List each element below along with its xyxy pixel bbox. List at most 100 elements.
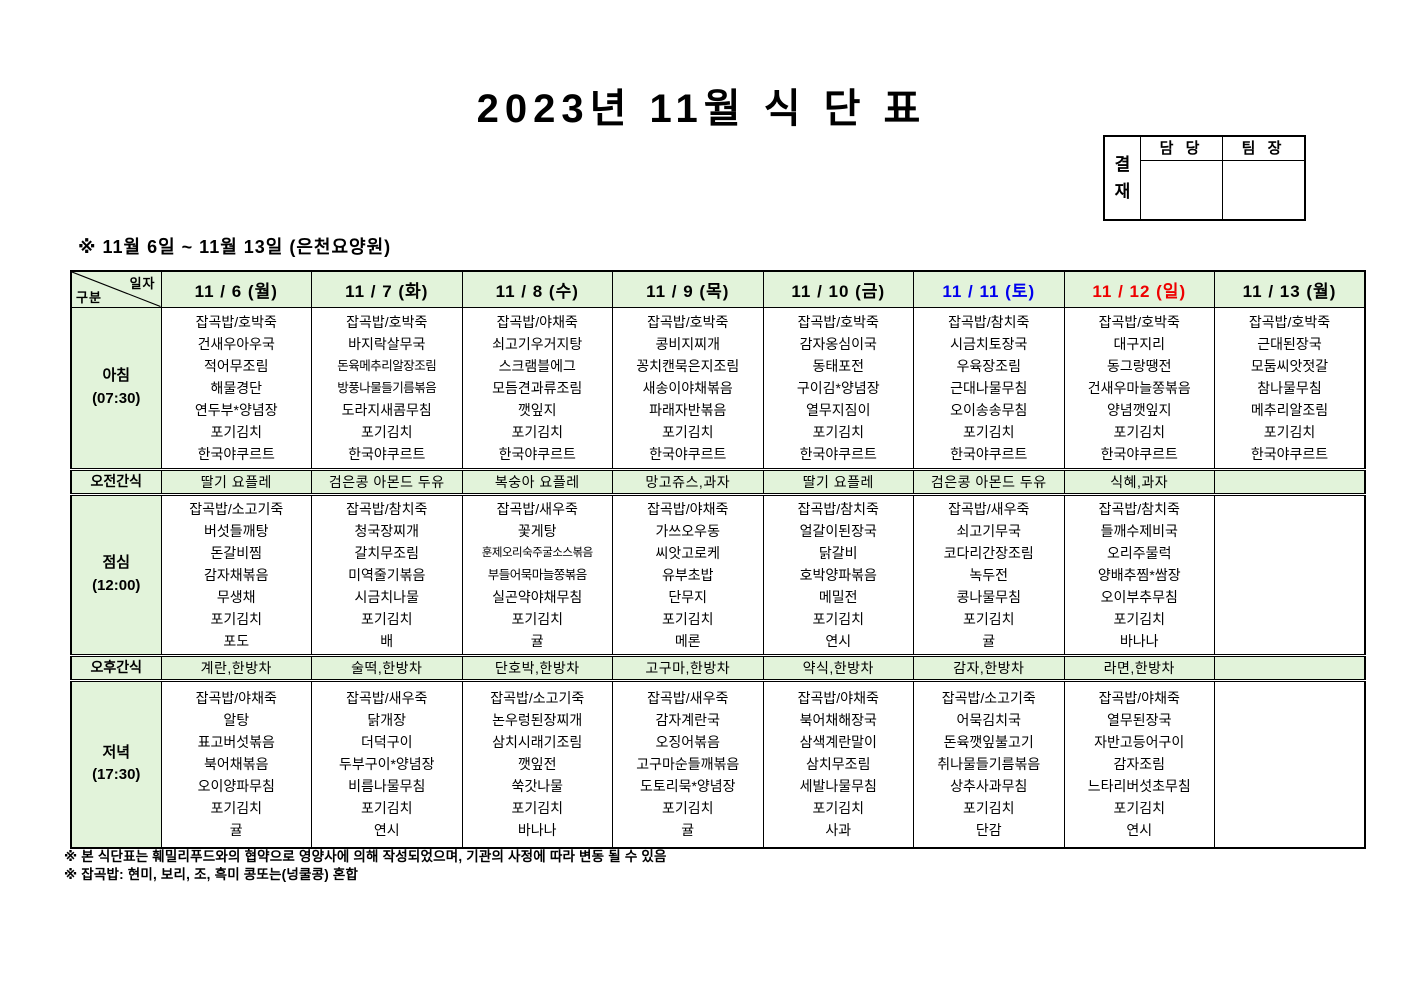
menu-item: 포기김치 xyxy=(661,423,714,440)
afternoon-snack-day-4: 약식,한방차 xyxy=(762,654,914,682)
menu-item: 오징어볶음 xyxy=(655,734,720,751)
breakfast-day-2: 잡곡밥/야채죽 쇠고기우거지탕 스크램블에그 모듬견과류조림 깻잎지 포기김치 한국야쿠르트 xyxy=(461,306,613,471)
morning-snack-day-5: 검은콩 아몬드 두유 xyxy=(913,468,1065,496)
menu-item: 단감 xyxy=(975,822,1002,839)
menu-item: 잡곡밥/참치죽 xyxy=(948,313,1030,330)
approval-col-manager: 담 당 xyxy=(1141,137,1222,219)
breakfast-day-5: 잡곡밥/참치죽 시금치토장국 우육장조림 근대나물무침 오이송송무침 포기김치 한국야쿠르트 xyxy=(913,306,1065,471)
dinner-day-1: 잡곡밥/새우죽 닭개장 더덕구이 두부구이*양념장 비름나물무침 포기김치 연시 xyxy=(311,679,463,849)
menu-item: 알탕 xyxy=(223,712,250,729)
afternoon-snack-day-0: 계란,한방차 xyxy=(160,654,312,682)
menu-item: 잡곡밥/참치죽 xyxy=(346,500,428,517)
menu-item: 참나물무침 xyxy=(1257,379,1322,396)
morning-snack-day-7 xyxy=(1214,468,1366,496)
menu-item: 한국야쿠르트 xyxy=(950,445,1028,462)
menu-item: 오리주물럭 xyxy=(1107,544,1172,561)
menu-item: 포기김치 xyxy=(812,423,865,440)
date-header-4: 11 / 10 (금) xyxy=(762,270,914,308)
menu-item: 열무지짐이 xyxy=(806,401,871,418)
menu-item: 콩비지찌개 xyxy=(655,335,720,352)
menu-item: 동태포전 xyxy=(812,357,865,374)
menu-item: 씨앗고로케 xyxy=(655,544,720,561)
approval-stamp-cell: 결재 xyxy=(1105,137,1141,219)
menu-item: 한국야쿠르트 xyxy=(348,445,426,462)
menu-item: 삼색계란말이 xyxy=(799,734,877,751)
menu-item: 어묵김치국 xyxy=(956,712,1021,729)
row-lunch: 점심 (12:00) 잡곡밥/소고기죽 버섯들깨탕 돈갈비찜 감자채볶음 무생채 포기김치 포도… xyxy=(70,493,1366,657)
menu-item: 잡곡밥/호박죽 xyxy=(195,313,277,330)
menu-item: 포기김치 xyxy=(1113,423,1166,440)
menu-item: 두부구이*양념장 xyxy=(338,756,435,773)
menu-item: 바지락살무국 xyxy=(348,335,426,352)
menu-item: 포기김치 xyxy=(511,610,564,627)
menu-item: 돈육깻잎불고기 xyxy=(943,734,1034,751)
corner-label-date: 일자 xyxy=(129,276,156,291)
menu-item: 포기김치 xyxy=(360,800,413,817)
menu-item: 메밀전 xyxy=(818,588,858,605)
approval-sign-area-manager xyxy=(1141,161,1222,219)
afternoon-snack-day-7 xyxy=(1214,654,1366,682)
menu-item: 포기김치 xyxy=(511,800,564,817)
menu-item: 포기김치 xyxy=(511,423,564,440)
date-header-1: 11 / 7 (화) xyxy=(311,270,463,308)
afternoon-snack-day-3: 고구마,한방차 xyxy=(612,654,764,682)
menu-item: 스크램블에그 xyxy=(498,357,576,374)
menu-item: 포기김치 xyxy=(661,800,714,817)
lunch-day-1: 잡곡밥/참치죽 청국장찌개 갈치무조림 미역줄기볶음 시금치나물 포기김치 배 xyxy=(311,493,463,657)
menu-item: 바나나 xyxy=(517,822,557,839)
menu-item: 코다리간장조림 xyxy=(943,544,1034,561)
approval-sign-area-team-lead xyxy=(1223,161,1304,219)
menu-item: 상추사과무침 xyxy=(950,778,1028,795)
menu-item: 더덕구이 xyxy=(360,734,413,751)
menu-item: 얼갈이된장국 xyxy=(799,522,877,539)
menu-item: 잡곡밥/새우죽 xyxy=(346,690,428,707)
menu-item: 표고버섯볶음 xyxy=(197,734,275,751)
menu-item: 한국야쿠르트 xyxy=(197,445,275,462)
menu-item: 도라지새콤무침 xyxy=(341,401,432,418)
morning-snack-day-1: 검은콩 아몬드 두유 xyxy=(311,468,463,496)
menu-item: 논우렁된장찌개 xyxy=(492,712,583,729)
menu-item: 비름나물무침 xyxy=(348,778,426,795)
menu-item: 포기김치 xyxy=(360,610,413,627)
approval-stamp-label: 결재 xyxy=(1114,154,1131,201)
menu-item: 시금치토장국 xyxy=(950,335,1028,352)
dinner-day-2: 잡곡밥/소고기죽 논우렁된장찌개 삼치시래기조림 깻잎전 쑥갓나물 포기김치 바나나 xyxy=(461,679,613,849)
menu-item: 미역줄기볶음 xyxy=(348,566,426,583)
date-header-6: 11 / 12 (일) xyxy=(1063,270,1215,308)
menu-item: 도토리묵*양념장 xyxy=(639,778,736,795)
footnotes: ※ 본 식단표는 훼밀리푸드와의 협약으로 영양사에 의해 작성되었으며, 기관… xyxy=(64,848,667,884)
menu-item: 포기김치 xyxy=(210,800,263,817)
menu-item: 잡곡밥/소고기죽 xyxy=(189,500,284,517)
menu-item: 포기김치 xyxy=(1113,800,1166,817)
menu-item: 닭갈비 xyxy=(818,544,858,561)
date-header-2: 11 / 8 (수) xyxy=(461,270,613,308)
menu-item: 연시 xyxy=(1126,822,1153,839)
menu-item: 잡곡밥/호박죽 xyxy=(797,313,879,330)
menu-item: 구이김*양념장 xyxy=(796,379,880,396)
menu-item: 양배추찜*쌈장 xyxy=(1097,566,1181,583)
menu-item: 적어무조림 xyxy=(204,357,269,374)
menu-item: 느타리버섯초무침 xyxy=(1087,778,1191,795)
menu-item: 방풍나물들기름볶음 xyxy=(337,380,437,395)
afternoon-snack-day-6: 라면,한방차 xyxy=(1063,654,1215,682)
approval-box: 결재 담 당 팀 장 xyxy=(1103,135,1306,221)
menu-item: 삼치시래기조림 xyxy=(492,734,583,751)
menu-item: 건새우마늘쫑볶음 xyxy=(1087,379,1191,396)
menu-item: 잡곡밥/야채죽 xyxy=(195,690,277,707)
menu-item: 잡곡밥/소고기죽 xyxy=(941,690,1036,707)
page-title: 2023년 11월 식 단 표 xyxy=(476,87,927,131)
row-morning-snack: 오전간식 딸기 요플레 검은콩 아몬드 두유 복숭아 요플레 망고쥬스,과자 딸기 요플레… xyxy=(70,468,1366,496)
menu-item: 돈육메추리알장조림 xyxy=(337,358,437,373)
dinner-day-7 xyxy=(1214,679,1366,849)
menu-item: 귤 xyxy=(229,822,243,839)
row-label-morning-snack: 오전간식 xyxy=(70,468,162,496)
lunch-day-7 xyxy=(1214,493,1366,657)
menu-item: 잡곡밥/새우죽 xyxy=(647,690,729,707)
lunch-day-5: 잡곡밥/새우죽 쇠고기무국 코다리간장조림 녹두전 콩나물무침 포기김치 귤 xyxy=(913,493,1065,657)
afternoon-snack-day-2: 단호박,한방차 xyxy=(461,654,613,682)
menu-item: 감자계란국 xyxy=(655,712,720,729)
menu-item: 콩나물무침 xyxy=(956,588,1021,605)
menu-item: 한국야쿠르트 xyxy=(498,445,576,462)
lunch-day-6: 잡곡밥/참치죽 들깨수제비국 오리주물럭 양배추찜*쌈장 오이부추무침 포기김치 바나나 xyxy=(1063,493,1215,657)
menu-item: 포기김치 xyxy=(661,610,714,627)
